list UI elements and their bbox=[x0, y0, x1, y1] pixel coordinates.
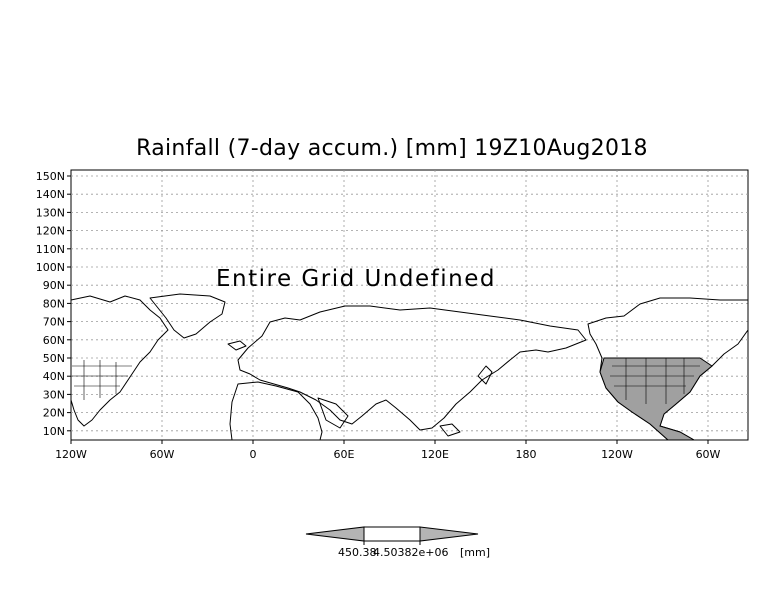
colorbar-unit: [mm] bbox=[460, 546, 490, 559]
undefined-grid-message: Entire Grid Undefined bbox=[216, 266, 496, 292]
greenland bbox=[149, 293, 226, 339]
x-tick-label: 60W bbox=[150, 448, 175, 461]
y-tick-label: 110N bbox=[36, 243, 65, 256]
x-tick-label: 120W bbox=[55, 448, 87, 461]
japan bbox=[477, 365, 493, 385]
arabian-peninsula bbox=[317, 397, 349, 429]
iceland bbox=[227, 340, 247, 351]
colorbar-label-high: 4.50382e+06 bbox=[373, 546, 448, 559]
x-axis: 120W 60W 0 60E 120E 180 120W 60W bbox=[55, 440, 721, 461]
y-tick-label: 20N bbox=[43, 407, 65, 420]
y-tick-label: 80N bbox=[43, 297, 65, 310]
y-tick-label: 10N bbox=[43, 425, 65, 438]
y-tick-label: 130N bbox=[36, 206, 65, 219]
x-tick-label: 180 bbox=[516, 448, 537, 461]
y-tick-label: 60N bbox=[43, 334, 65, 347]
y-tick-label: 40N bbox=[43, 370, 65, 383]
y-tick-label: 70N bbox=[43, 316, 65, 329]
x-tick-label: 60E bbox=[334, 448, 355, 461]
colorbar-right-triangle bbox=[419, 526, 479, 542]
eurasia bbox=[237, 305, 587, 431]
north-america-left bbox=[70, 295, 169, 427]
map-title: Rainfall (7-day accum.) [mm] 19Z10Aug201… bbox=[136, 136, 648, 161]
y-tick-label: 120N bbox=[36, 225, 65, 238]
y-tick-label: 30N bbox=[43, 388, 65, 401]
colorbar: 450.38 4.50382e+06 [mm] bbox=[305, 526, 490, 559]
southeast-asia-islands bbox=[439, 423, 461, 437]
colorbar-label-low: 450.38 bbox=[338, 546, 377, 559]
y-tick-label: 100N bbox=[36, 261, 65, 274]
x-tick-label: 120W bbox=[601, 448, 633, 461]
africa bbox=[229, 381, 323, 441]
x-tick-label: 120E bbox=[421, 448, 449, 461]
y-tick-label: 150N bbox=[36, 170, 65, 183]
colorbar-left-triangle bbox=[305, 526, 365, 542]
y-tick-label: 50N bbox=[43, 352, 65, 365]
y-axis: 150N 140N 130N 120N 110N 100N 90N 80N 70N 60N 50N 4… bbox=[36, 170, 71, 438]
y-tick-label: 140N bbox=[36, 188, 65, 201]
colorbar-center-box bbox=[363, 526, 421, 542]
x-tick-label: 0 bbox=[250, 448, 257, 461]
y-tick-label: 90N bbox=[43, 279, 65, 292]
x-tick-label: 60W bbox=[696, 448, 721, 461]
state-borders bbox=[72, 358, 700, 404]
